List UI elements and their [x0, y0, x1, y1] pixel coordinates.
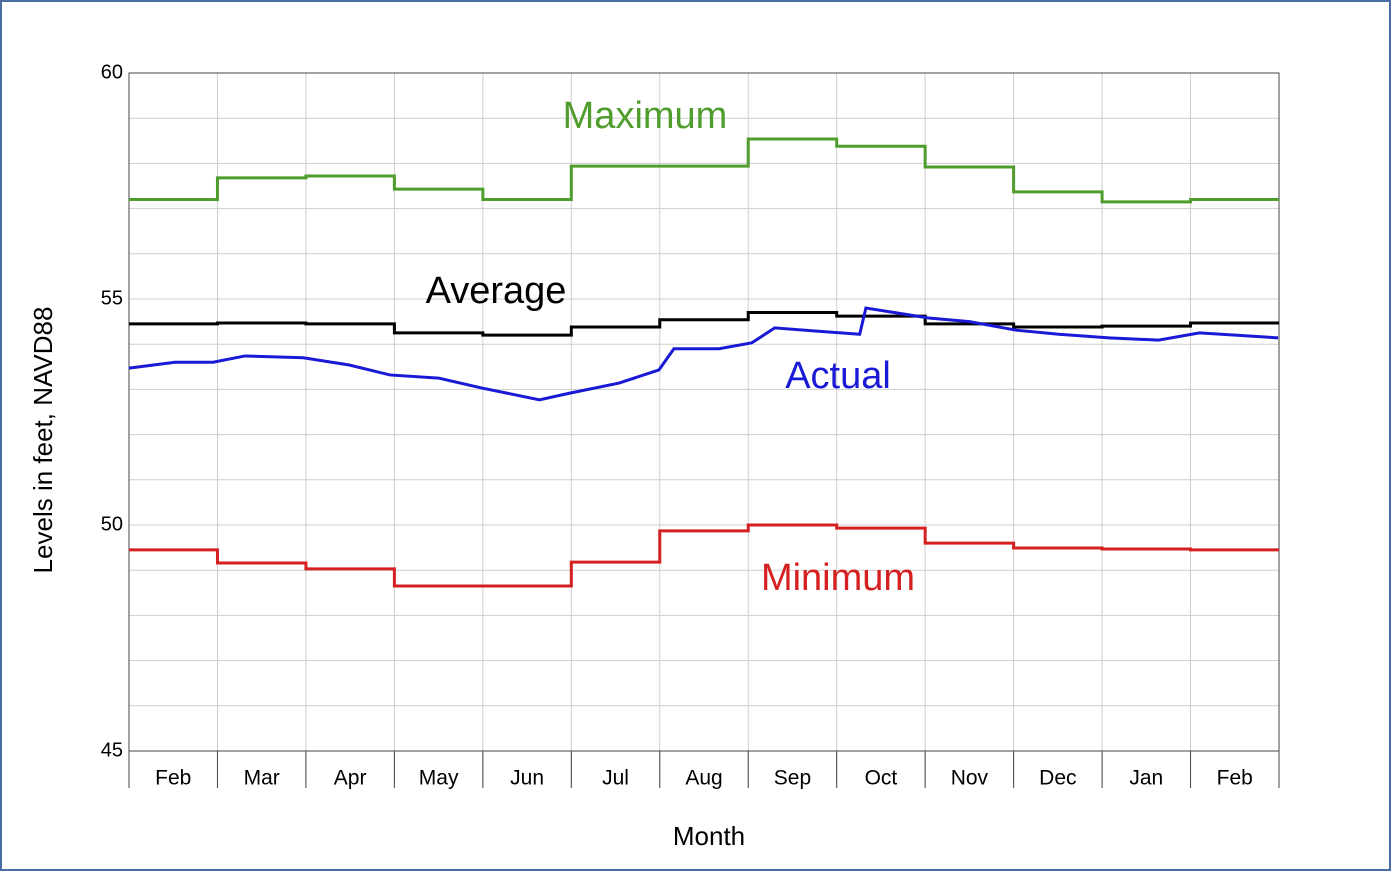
step-line: [129, 523, 1279, 588]
x-tick-label: Nov: [951, 767, 989, 790]
series-label: Average: [426, 270, 567, 312]
actual-line: [128, 306, 1279, 402]
x-tick-label: Jul: [602, 767, 629, 790]
x-tick-label: Oct: [865, 767, 898, 790]
step-line: [129, 137, 1279, 204]
y-axis-label: Levels in feet, NAVD88: [28, 307, 58, 574]
x-tick-label: Aug: [685, 767, 722, 790]
y-tick-label: 45: [101, 739, 123, 761]
x-tick-label: Apr: [334, 767, 367, 790]
series-label: Maximum: [563, 95, 728, 137]
series-label: Actual: [785, 355, 891, 397]
plot-border: [128, 72, 1280, 752]
y-tick-label: 55: [101, 287, 123, 309]
x-axis-label: Month: [673, 821, 745, 851]
x-tick-label: Mar: [244, 767, 280, 790]
x-tick-label: May: [419, 767, 459, 790]
x-tick-label: Sep: [774, 767, 811, 790]
x-tick-label: Jan: [1129, 767, 1163, 790]
x-tick-label: Feb: [1217, 767, 1253, 790]
y-tick-label: 60: [101, 61, 123, 83]
series-label: Minimum: [761, 557, 915, 599]
x-tick-label: Jun: [510, 767, 544, 790]
x-tick-label: Feb: [155, 767, 191, 790]
x-tick-label: Dec: [1039, 767, 1076, 790]
step-line: [129, 311, 1279, 337]
y-tick-label: 50: [101, 513, 123, 535]
